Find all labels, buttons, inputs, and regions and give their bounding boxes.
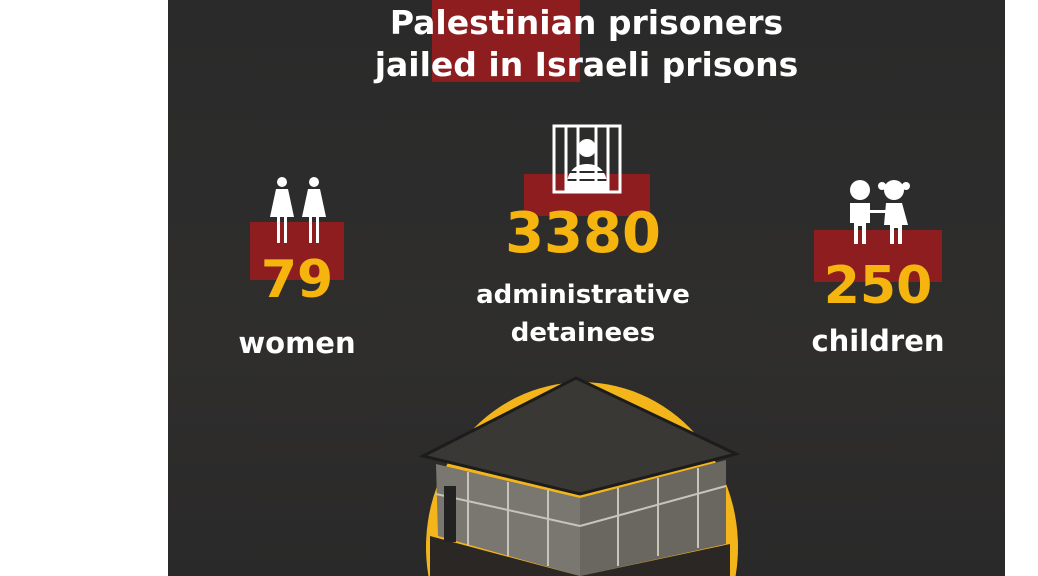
stat-women: 79 women bbox=[238, 170, 356, 360]
red-bar bbox=[814, 230, 942, 282]
administrative-detainees-label-line-2: detainees bbox=[510, 318, 656, 348]
women-icon bbox=[270, 177, 326, 243]
women-count: 79 bbox=[260, 250, 334, 310]
women-label: women bbox=[238, 326, 356, 360]
stat-children: 250 children bbox=[811, 176, 945, 366]
children-count: 250 bbox=[823, 256, 933, 316]
infographic-title: Palestinian prisoners jailed in Israeli … bbox=[168, 2, 1005, 86]
title-highlight-box bbox=[432, 0, 580, 82]
administrative-detainees-count: 3380 bbox=[505, 201, 661, 266]
children-icon bbox=[850, 180, 910, 244]
watchtower-illustration bbox=[418, 376, 741, 576]
children-label: children bbox=[811, 324, 945, 358]
stat-administrative-detainees: 3380 administrative detainees bbox=[468, 122, 698, 352]
red-bar bbox=[250, 222, 344, 280]
administrative-detainees-label-line-1: administrative bbox=[476, 280, 690, 310]
infographic-panel: Palestinian prisoners jailed in Israeli … bbox=[168, 0, 1005, 576]
title-line-2: jailed in Israeli prisons bbox=[374, 45, 799, 84]
prisoner-behind-bars-icon bbox=[552, 124, 622, 194]
title-line-1: Palestinian prisoners bbox=[389, 3, 784, 42]
